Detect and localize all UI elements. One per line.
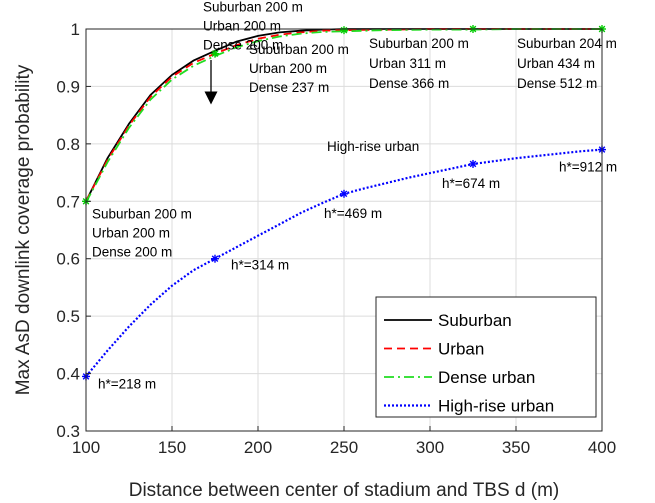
y-tick-label: 1 bbox=[71, 20, 80, 39]
data-marker bbox=[340, 26, 348, 35]
y-tick-label: 0.6 bbox=[56, 250, 80, 269]
x-tick-label: 100 bbox=[72, 438, 100, 457]
x-tick-label: 350 bbox=[502, 438, 530, 457]
annotation-text: Suburban 204 m bbox=[517, 36, 617, 51]
annotation-text: h*=469 m bbox=[324, 206, 382, 221]
x-tick-label: 200 bbox=[244, 438, 272, 457]
legend-label-3: High-rise urban bbox=[438, 397, 554, 416]
x-tick-label: 150 bbox=[158, 438, 186, 457]
annotation-text: h*=314 m bbox=[231, 258, 289, 273]
data-marker bbox=[211, 254, 219, 263]
y-tick-label: 0.4 bbox=[56, 365, 80, 384]
annotation-text: Suburban 200 m bbox=[92, 206, 192, 221]
annotation-text: Dense 366 m bbox=[369, 76, 449, 91]
tick-layer: 100 150 200 250 300 350 400 0.3 0.4 0.5 0.6 0.7 0.8 0… bbox=[56, 20, 616, 457]
annotation-text: Dense 200 m bbox=[92, 244, 172, 259]
annotation-text: High-rise urban bbox=[327, 139, 419, 154]
annotation-text: Suburban 200 m bbox=[369, 36, 469, 51]
x-tick-label: 300 bbox=[416, 438, 444, 457]
annotation-text: h*=218 m bbox=[98, 376, 156, 391]
annotation-text: Urban 200 m bbox=[92, 225, 170, 240]
annotation-text: Urban 200 m bbox=[249, 61, 327, 76]
legend-box bbox=[375, 296, 597, 418]
y-axis-label: Max AsD downlink coverage probability bbox=[13, 64, 34, 395]
data-marker bbox=[340, 189, 348, 198]
annotation-text: Suburban 200 m bbox=[203, 0, 303, 15]
annotation-text: Dense 512 m bbox=[517, 76, 597, 91]
annotation-text: Dense 200 m bbox=[203, 38, 283, 53]
x-tick-label: 250 bbox=[330, 438, 358, 457]
y-tick-label: 0.8 bbox=[56, 135, 80, 154]
legend-label-0: Suburban bbox=[438, 311, 512, 330]
y-tick-label: 0.5 bbox=[56, 307, 80, 326]
y-tick-label: 0.3 bbox=[56, 422, 80, 441]
x-axis-label: Distance between center of stadium and T… bbox=[129, 480, 560, 501]
annotation-text: Dense 237 m bbox=[249, 80, 329, 95]
y-tick-label: 0.7 bbox=[56, 192, 80, 211]
legend: Suburban Urban Dense urban High-rise urban bbox=[375, 296, 597, 418]
y-tick-label: 0.9 bbox=[56, 77, 80, 96]
annotation-text: Urban 434 m bbox=[517, 56, 595, 71]
annotation-text: Urban 200 m bbox=[203, 19, 281, 34]
annotation-text: h*=912 m bbox=[559, 160, 617, 175]
legend-label-2: Dense urban bbox=[438, 368, 535, 387]
annotation-text: Urban 311 m bbox=[369, 56, 446, 71]
data-marker bbox=[469, 159, 477, 168]
annotation-text: h*=674 m bbox=[442, 176, 500, 191]
annotation-text: Suburban 200 m bbox=[249, 42, 349, 57]
x-tick-label: 400 bbox=[588, 438, 616, 457]
data-marker bbox=[211, 49, 219, 58]
legend-label-1: Urban bbox=[438, 340, 484, 359]
